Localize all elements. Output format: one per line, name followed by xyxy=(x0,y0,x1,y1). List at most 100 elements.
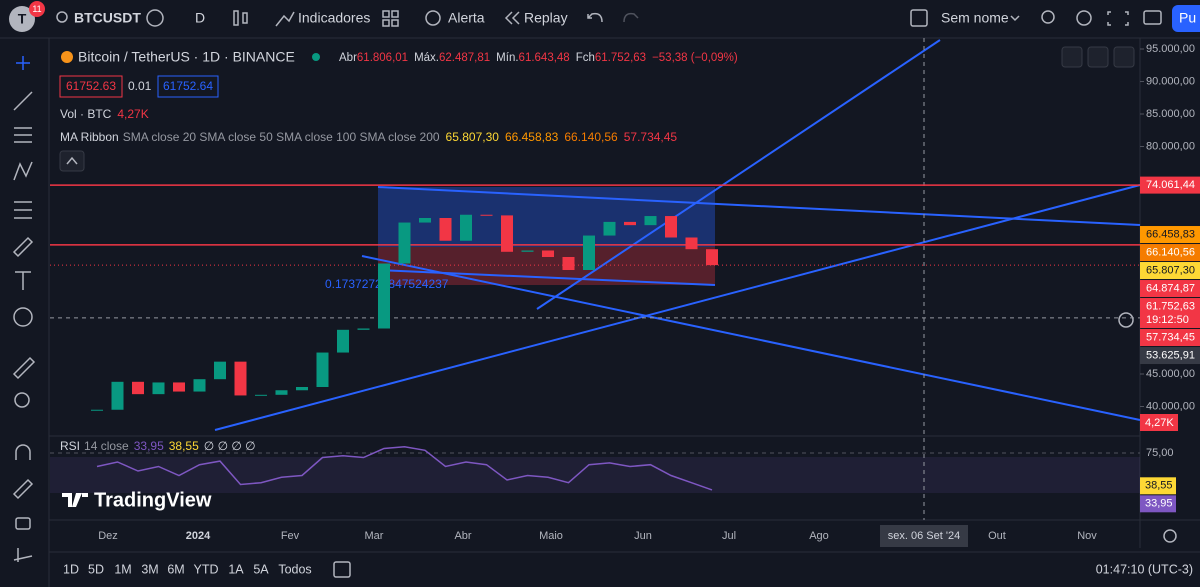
indicators[interactable]: Indicadores xyxy=(298,10,370,26)
layout-icon[interactable] xyxy=(382,10,390,18)
range-button[interactable]: YTD xyxy=(194,562,219,576)
ask[interactable]: 61752.64 xyxy=(163,79,213,93)
zoom-tool[interactable] xyxy=(14,392,30,408)
ask-box[interactable] xyxy=(157,75,219,98)
candle xyxy=(111,381,124,410)
pane-button[interactable] xyxy=(1061,46,1083,68)
time-label: Dez xyxy=(98,530,118,542)
symbol[interactable]: BTCUSDT xyxy=(74,10,141,26)
price-badge-label: 74.061,44 xyxy=(1146,179,1195,191)
fullscreen[interactable] xyxy=(1107,11,1129,26)
pane-button[interactable] xyxy=(1087,46,1109,68)
symbol-title: Bitcoin / TetherUS · 1D · BINANCE xyxy=(78,49,295,65)
price-tick-label: 40.000,00 xyxy=(1146,400,1195,412)
rsi-params: 14 close xyxy=(84,439,129,453)
interval[interactable]: D xyxy=(195,10,205,26)
text-tool[interactable] xyxy=(15,271,31,290)
range-button[interactable]: 1D xyxy=(63,562,79,576)
range-button[interactable]: 3M xyxy=(141,562,158,576)
crosshair-tool[interactable] xyxy=(16,56,30,70)
bid[interactable]: 61752.63 xyxy=(66,79,116,93)
chart-type-icon[interactable] xyxy=(242,12,248,24)
indicators-icon[interactable] xyxy=(275,11,295,27)
pane-button[interactable] xyxy=(1113,46,1135,68)
trendline xyxy=(214,184,1141,431)
replay-icon[interactable] xyxy=(504,11,520,25)
alert-icon[interactable] xyxy=(425,10,441,26)
lock-tool[interactable] xyxy=(15,517,31,530)
price-badge-label: 66.458,83 xyxy=(1146,228,1195,240)
rsi-badge xyxy=(1140,495,1176,513)
price-badge xyxy=(1140,298,1200,329)
time-label: Maio xyxy=(539,530,563,542)
redo[interactable] xyxy=(623,12,639,23)
time-label: Abr xyxy=(454,530,471,542)
avatar[interactable] xyxy=(9,6,35,32)
add-alert[interactable] xyxy=(1118,312,1134,328)
range-button[interactable]: 1A xyxy=(228,562,244,576)
projection-tool[interactable] xyxy=(14,201,32,219)
candle xyxy=(583,235,595,270)
candle xyxy=(214,361,226,380)
collapse-button[interactable] xyxy=(59,150,85,172)
left-toolbar xyxy=(12,56,36,562)
price-badge xyxy=(1140,244,1200,262)
emoji-tool[interactable] xyxy=(13,307,33,327)
fib-tool[interactable] xyxy=(14,127,32,143)
candle xyxy=(337,329,349,353)
add-symbol[interactable] xyxy=(146,9,164,27)
time-label: Mar xyxy=(365,530,384,542)
date-range-icon[interactable] xyxy=(333,561,351,578)
price-tick-label: 45.000,00 xyxy=(1146,368,1195,380)
badge-count: 11 xyxy=(32,4,41,14)
crosshair-date: sex. 06 Set '24 xyxy=(888,530,960,542)
volume-value: 4,27K xyxy=(117,107,148,121)
pattern-tool[interactable] xyxy=(13,161,33,181)
candle xyxy=(562,257,575,270)
candle xyxy=(275,390,288,395)
layout-name[interactable]: Sem nome xyxy=(941,10,1009,26)
magnet-tool[interactable] xyxy=(15,444,31,460)
chart-type-icon[interactable] xyxy=(233,10,239,26)
candle xyxy=(419,218,431,223)
range-button[interactable]: Todos xyxy=(278,562,311,576)
axis-settings[interactable] xyxy=(1163,529,1177,543)
layout-icon[interactable] xyxy=(382,19,390,27)
range-button[interactable]: 6M xyxy=(167,562,184,576)
quick-search[interactable] xyxy=(1041,10,1055,24)
range-button[interactable]: 1M xyxy=(114,562,131,576)
bid-box[interactable] xyxy=(59,75,123,98)
checkbox[interactable] xyxy=(910,9,928,27)
rsi-empty: ∅ ∅ ∅ ∅ xyxy=(204,439,256,453)
ma-value: 66.458,83 xyxy=(505,130,559,144)
ohlc-value: 61.806,01 xyxy=(357,52,408,64)
time-label: Nov xyxy=(1077,530,1097,542)
settings[interactable] xyxy=(1076,10,1092,26)
undo[interactable] xyxy=(587,12,603,23)
range-button[interactable]: 5D xyxy=(88,562,104,576)
snapshot[interactable] xyxy=(1143,10,1162,25)
ma-name: MA Ribbon xyxy=(60,130,119,144)
layout-icon[interactable] xyxy=(391,10,399,18)
candle xyxy=(480,214,493,216)
brush-tool[interactable] xyxy=(12,236,34,258)
publish[interactable]: Pu xyxy=(1179,10,1196,26)
trendline xyxy=(377,269,716,286)
dropdown[interactable] xyxy=(1010,15,1020,22)
layout-icon[interactable] xyxy=(391,19,399,27)
price-tick-label: 90.000,00 xyxy=(1146,75,1195,87)
candle xyxy=(398,222,411,264)
publish-button[interactable] xyxy=(1172,5,1200,32)
search-icon[interactable] xyxy=(56,11,68,23)
hide-tool[interactable] xyxy=(13,548,33,562)
lock-draw[interactable] xyxy=(12,478,34,500)
alert[interactable]: Alerta xyxy=(448,10,485,26)
line-tool[interactable] xyxy=(13,91,33,111)
ruler-tool[interactable] xyxy=(12,356,36,380)
candle xyxy=(665,216,677,238)
collapse-icon xyxy=(66,156,78,165)
replay[interactable]: Replay xyxy=(524,10,568,26)
range-button[interactable]: 5A xyxy=(253,562,269,576)
ohlc-value: 61.643,48 xyxy=(519,52,570,64)
